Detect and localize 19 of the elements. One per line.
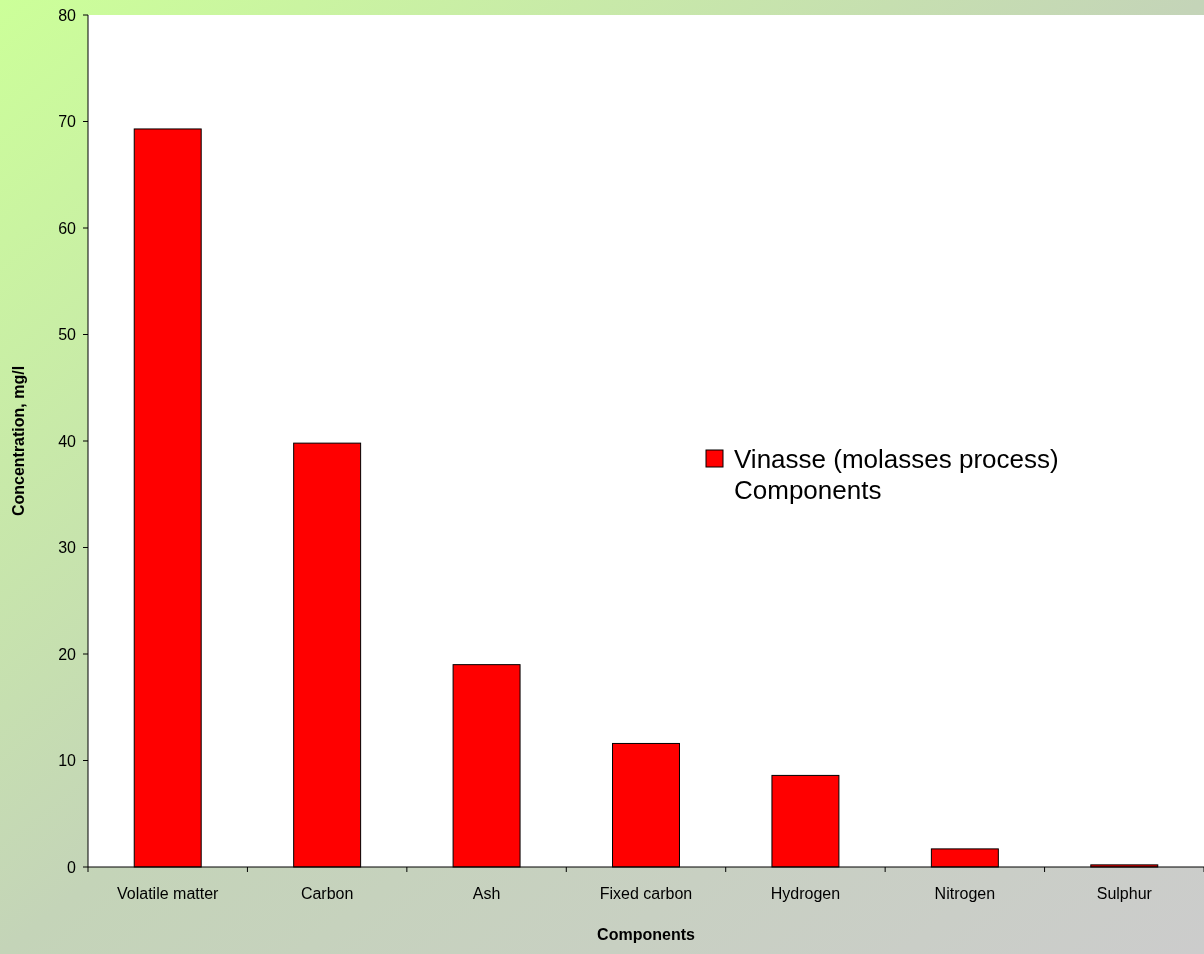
x-tick-label: Hydrogen	[770, 885, 841, 902]
x-tick-label: Fixed carbon	[599, 885, 693, 902]
y-tick-label: 40	[58, 432, 77, 450]
y-axis-title: Concentration, mg/l	[10, 365, 27, 517]
x-tick-label: Nitrogen	[934, 885, 996, 902]
y-tick-label: 10	[58, 752, 77, 770]
x-tick-label: Sulphur	[1096, 885, 1153, 902]
y-tick-label: 60	[58, 219, 77, 237]
y-tick-label: 20	[58, 645, 77, 663]
y-tick-label: 80	[58, 6, 77, 24]
y-tick-label: 30	[58, 539, 77, 557]
y-tick-label: 0	[67, 858, 77, 876]
x-tick-label: Volatile matter	[117, 885, 220, 902]
x-tick-label: Ash	[472, 885, 501, 902]
y-tick-label: 70	[58, 113, 77, 131]
x-tick-label: Carbon	[300, 885, 354, 902]
legend-label: Vinasse (molasses process) Components	[734, 444, 1059, 506]
x-axis-title: Components	[597, 926, 695, 943]
y-tick-label: 50	[58, 326, 77, 344]
